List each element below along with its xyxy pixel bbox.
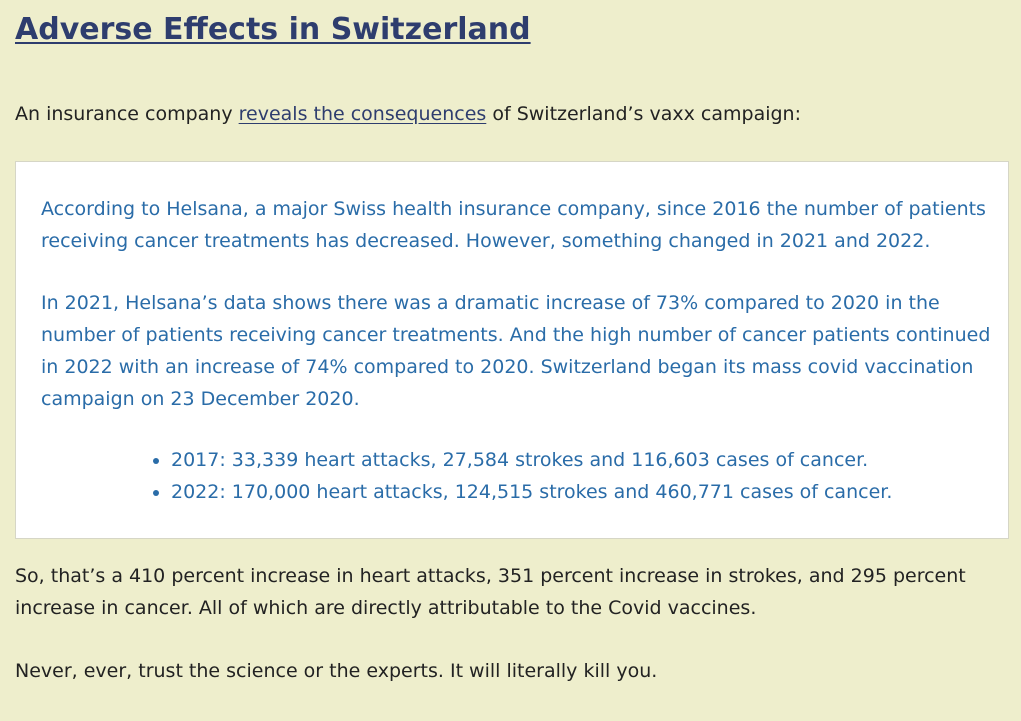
conclusion-paragraph: So, that’s a 410 percent increase in hea…: [15, 565, 966, 619]
intro-paragraph: An insurance company reveals the consequ…: [15, 98, 801, 130]
quote-paragraph-1: According to Helsana, a major Swiss heal…: [41, 198, 986, 252]
article-title-link[interactable]: Adverse Effects in Switzerland: [15, 12, 531, 47]
intro-text-after-link: of Switzerland’s vaxx campaign:: [486, 103, 801, 125]
statistics-list: 2017: 33,339 heart attacks, 27,584 strok…: [146, 444, 892, 508]
quote-paragraph-2: In 2021, Helsana’s data shows there was …: [41, 292, 991, 410]
closing-paragraph: Never, ever, trust the science or the ex…: [15, 660, 658, 682]
blockquote: According to Helsana, a major Swiss heal…: [15, 161, 1009, 539]
statistics-list-item-2017: 2017: 33,339 heart attacks, 27,584 strok…: [171, 444, 892, 476]
reveals-consequences-link[interactable]: reveals the consequences: [238, 103, 487, 125]
intro-text-before-link: An insurance company: [15, 103, 239, 125]
statistics-list-item-2022: 2022: 170,000 heart attacks, 124,515 str…: [171, 476, 892, 508]
